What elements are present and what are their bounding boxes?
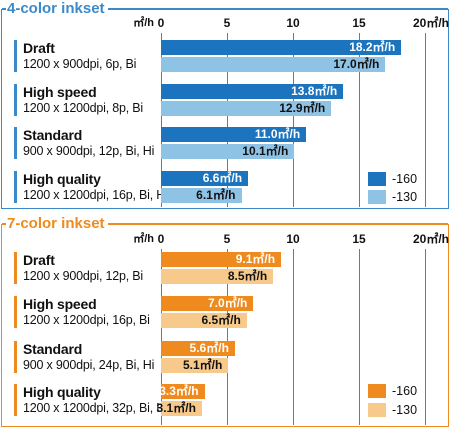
gridline (227, 249, 228, 425)
chart-7-color-inkset: 7-color inkset ㎡/h 0 5 10 15 20㎡/h Draft 1200 x … (0, 214, 450, 428)
legend-swatch (368, 172, 386, 186)
category-name: Draft (23, 40, 55, 56)
axis-unit-label: ㎡/h (133, 233, 154, 245)
category-name: Standard (23, 341, 83, 357)
bar-value-label: 5.1㎡/h (182, 358, 223, 372)
category-description: 900 x 900dpi, 12p, Bi, Hi (23, 144, 155, 158)
bar-130-high-speed: 6.5㎡/h (161, 313, 247, 328)
bar-160-high-quality: 3.3㎡/h (159, 384, 205, 399)
category-description: 1200 x 1200dpi, 16p, Bi, Hi (23, 188, 168, 202)
gridline (425, 249, 426, 425)
category-description: 1200 x 1200dpi, 16p, Bi (23, 313, 150, 327)
bar-130-draft: 8.5㎡/h (161, 269, 274, 284)
bar-160-high-speed: 13.8㎡/h (161, 84, 344, 99)
category-name: High speed (23, 296, 97, 312)
category-name: High speed (23, 84, 97, 100)
gridline (293, 249, 294, 425)
category-description: 1200 x 1200dpi, 32p, Bi, Hi (23, 401, 168, 415)
x-tick-label: 5 (223, 16, 231, 30)
legend-label: -130 (392, 190, 418, 204)
category-name: Standard (23, 127, 83, 143)
bar-160-high-speed: 7.0㎡/h (161, 296, 254, 311)
bar-160-high-quality: 6.6㎡/h (161, 171, 249, 186)
x-tick-label: 0 (157, 16, 165, 30)
bar-value-label: 3.3㎡/h (159, 384, 199, 398)
x-tick-label: 15 (352, 232, 366, 246)
bar-value-label: 11.0㎡/h (254, 127, 301, 141)
x-tick-label: 15 (352, 16, 366, 30)
bar-value-label: 6.5㎡/h (201, 313, 241, 327)
bar-value-label: 9.1㎡/h (235, 252, 276, 266)
category-label: High speed 1200 x 1200dpi, 8p, Bi (14, 84, 143, 116)
bar-130-high-quality: 3.1㎡/h (157, 401, 202, 416)
bar-160-standard: 11.0㎡/h (161, 127, 307, 142)
bar-value-label: 5.6㎡/h (189, 341, 229, 355)
bar-160-draft: 9.1㎡/h (161, 252, 282, 267)
category-name: High quality (23, 171, 101, 187)
category-label: High quality 1200 x 1200dpi, 16p, Bi, Hi (14, 171, 168, 203)
bar-130-high-quality: 6.1㎡/h (161, 188, 242, 203)
x-tick-label: 5 (223, 232, 231, 246)
gridline (227, 33, 228, 207)
gridline (161, 33, 162, 207)
bar-value-label: 12.9㎡/h (279, 101, 326, 115)
category-label: Draft 1200 x 900dpi, 12p, Bi (14, 252, 143, 284)
category-description: 900 x 900dpi, 24p, Bi, Hi (23, 358, 155, 372)
legend-swatch (368, 403, 386, 417)
legend-label: -160 (392, 172, 418, 186)
bar-value-label: 13.8㎡/h (291, 84, 338, 98)
bar-value-label: 7.0㎡/h (208, 296, 248, 310)
bar-value-label: 6.6㎡/h (202, 171, 243, 185)
category-label: High quality 1200 x 1200dpi, 32p, Bi, Hi (14, 384, 168, 416)
title-rule (2, 223, 448, 225)
bar-130-standard: 10.1㎡/h (161, 144, 295, 159)
bar-value-label: 18.2㎡/h (349, 40, 396, 54)
category-description: 1200 x 900dpi, 12p, Bi (23, 269, 144, 283)
x-tick-label: 0 (157, 232, 165, 246)
bar-value-label: 17.0㎡/h (333, 57, 380, 71)
category-label: High speed 1200 x 1200dpi, 16p, Bi (14, 296, 150, 328)
x-tick-label: 10 (286, 232, 300, 246)
x-tick-label: 10 (286, 16, 300, 30)
legend-swatch (368, 384, 386, 398)
title-rule (2, 8, 448, 10)
category-name: High quality (23, 384, 101, 400)
category-label: Standard 900 x 900dpi, 12p, Bi, Hi (14, 127, 154, 159)
x-tick-label: 20㎡/h (412, 16, 449, 30)
bar-160-draft: 18.2㎡/h (161, 40, 402, 55)
bar-130-draft: 17.0㎡/h (161, 57, 386, 72)
panel-title: 4-color inkset (6, 0, 108, 18)
category-name: Draft (23, 252, 55, 268)
chart-4-color-inkset: 4-color inkset ㎡/h 0 5 10 15 20㎡/h Draft 1200 x … (0, 0, 450, 211)
x-tick-label: 20㎡/h (412, 232, 449, 246)
gridline (359, 33, 360, 207)
legend-swatch (368, 190, 386, 204)
gridline (293, 33, 294, 207)
bar-value-label: 8.5㎡/h (227, 269, 268, 283)
category-description: 1200 x 900dpi, 6p, Bi (23, 57, 137, 71)
bar-130-standard: 5.1㎡/h (161, 358, 229, 373)
category-label: Standard 900 x 900dpi, 24p, Bi, Hi (14, 341, 154, 373)
category-label: Draft 1200 x 900dpi, 6p, Bi (14, 40, 136, 72)
bar-130-high-speed: 12.9㎡/h (161, 101, 332, 116)
bar-value-label: 3.1㎡/h (156, 401, 196, 415)
bar-value-label: 6.1㎡/h (196, 188, 236, 202)
gridline (425, 33, 426, 207)
category-description: 1200 x 1200dpi, 8p, Bi (23, 101, 144, 115)
axis-unit-label: ㎡/h (133, 17, 154, 29)
legend-label: -160 (392, 384, 418, 398)
gridline (161, 249, 162, 425)
bar-value-label: 10.1㎡/h (242, 144, 289, 158)
gridline (359, 249, 360, 425)
bar-160-standard: 5.6㎡/h (161, 341, 235, 356)
legend-label: -130 (392, 403, 418, 417)
panel-title: 7-color inkset (6, 215, 108, 233)
